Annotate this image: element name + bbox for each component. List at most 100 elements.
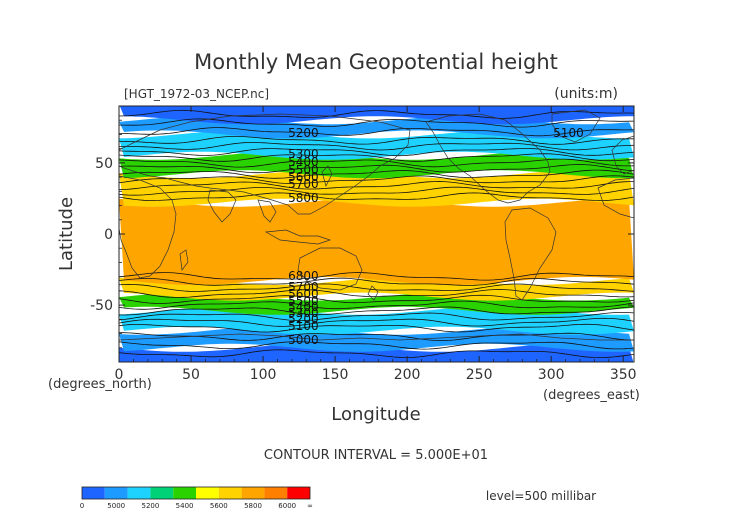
x-unit-label: (degrees_east): [543, 388, 640, 403]
coast-australia: [297, 247, 363, 291]
contour-line: [119, 192, 634, 201]
x-axis-label: Longitude: [331, 404, 421, 425]
contour-line: [119, 118, 634, 128]
colorbar-label: 6000: [278, 502, 296, 510]
plot-area: 5200530054005500560057005800510068005700…: [119, 106, 634, 362]
x-tick-label: 0: [115, 367, 124, 383]
coast-north-america: [425, 113, 551, 204]
x-tick-label: 300: [538, 367, 565, 383]
x-tick-label: 50: [182, 367, 200, 383]
x-axis: 0 50 100 150 200 250 300 350: [115, 106, 637, 383]
colorbar-swatch: [82, 487, 105, 499]
level-label: level=500 millibar: [486, 489, 596, 503]
coast-europe-asia: [119, 113, 411, 215]
field-band: [119, 106, 634, 125]
contour-line: [119, 306, 634, 316]
contour-line: [119, 277, 634, 286]
y-tick-label: -50: [90, 298, 113, 314]
colorbar-swatch: [127, 487, 151, 499]
coast-japan: [321, 165, 333, 187]
contour-line: [119, 164, 634, 174]
colorbar-label: 5400: [176, 502, 194, 510]
colorbar-swatch: [241, 487, 265, 499]
colorbar-swatch: [287, 487, 310, 499]
y-tick-label: 0: [104, 227, 113, 243]
colorbar-label: 5200: [141, 502, 159, 510]
contour-line: [119, 300, 634, 310]
chart-title: Monthly Mean Geopotential height: [194, 50, 558, 74]
colorbar-swatch: [218, 487, 242, 499]
coast-madagascar: [179, 249, 189, 271]
coast-greenland: [551, 109, 601, 143]
contour-line: [119, 294, 634, 304]
field-band: [119, 326, 634, 352]
contour-label: 5200: [288, 312, 319, 326]
contour-line: [119, 158, 634, 168]
y-unit-label: (degrees_north): [48, 377, 152, 392]
colorbar-swatch: [150, 487, 174, 499]
contour-label: 5300: [288, 147, 319, 161]
contour-label: 5700: [288, 177, 319, 191]
contour-label: 5700: [288, 280, 319, 294]
contour-label: 5600: [288, 170, 319, 184]
contour-line: [119, 349, 634, 358]
colorbar-swatch: [104, 487, 128, 499]
colorbar-swatch: [264, 487, 288, 499]
units-label: (units:m): [554, 86, 618, 102]
contour-line: [119, 283, 634, 292]
contour-line: [119, 127, 634, 137]
contour-line: [119, 181, 634, 191]
contour-label: 5500: [288, 294, 319, 308]
coast-southeast-asia: [257, 199, 277, 223]
colorbar-label: 5600: [210, 502, 228, 510]
contour-line: [119, 109, 634, 119]
contour-label: 5300: [288, 306, 319, 320]
contour-label: 5100: [288, 319, 319, 333]
x-tick-label: 200: [394, 367, 421, 383]
x-tick-label: 250: [466, 367, 493, 383]
contour-line: [119, 148, 634, 157]
contour-line: [119, 312, 634, 321]
contour-label: 5400: [288, 155, 319, 169]
contour-line: [119, 317, 634, 327]
contour-label: 5000: [288, 333, 319, 347]
contour-label: 5400: [288, 300, 319, 314]
field-band: [119, 170, 634, 207]
contour-label: 5100: [553, 126, 584, 140]
coast-antarctica: [119, 333, 634, 341]
coast-india: [207, 189, 237, 223]
colorbar-label: 5000: [107, 502, 125, 510]
coastlines: [119, 109, 634, 341]
coast-indonesia: [264, 229, 332, 245]
y-tick-label: 50: [95, 156, 113, 172]
colorbar-label: 0: [80, 502, 84, 510]
contour-line: [119, 289, 634, 298]
file-label: [HGT_1972-03_NCEP.nc]: [124, 87, 269, 101]
contour-line: [119, 136, 634, 145]
contour-line: [119, 272, 634, 281]
contour-line: [119, 186, 634, 196]
field-band: [119, 198, 634, 285]
contour-label: 5800: [288, 191, 319, 205]
contour-line: [119, 153, 634, 162]
contour-label: 5600: [288, 287, 319, 301]
coast-new-zealand: [367, 285, 379, 301]
contour-line: [119, 323, 634, 333]
contour-interval-label: CONTOUR INTERVAL = 5.000E+01: [264, 448, 488, 463]
field-band: [119, 276, 634, 301]
colorbar-swatch: [196, 487, 219, 499]
contour-line: [119, 175, 634, 185]
x-tick-label: 100: [250, 367, 277, 383]
coast-south-america: [504, 207, 557, 301]
x-tick-label: 150: [322, 367, 349, 383]
contour-line: [119, 142, 634, 151]
colorbar-label: 5800: [244, 502, 262, 510]
contour-line: [119, 332, 634, 341]
x-tick-label: 350: [610, 367, 637, 383]
colorbar-swatch: [173, 487, 196, 499]
colorbar-frame: [81, 486, 311, 500]
y-axis-label: Latitude: [56, 197, 77, 271]
contour-line: [119, 341, 634, 350]
field-band: [119, 130, 634, 160]
